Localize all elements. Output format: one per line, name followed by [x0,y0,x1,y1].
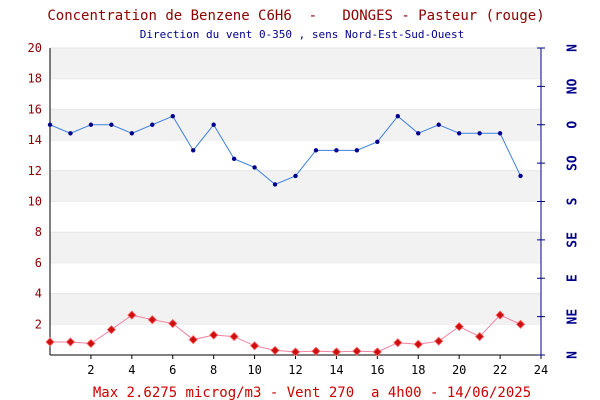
x-tick-label: 14 [329,363,343,377]
benzene-series-line [50,314,521,353]
benzene-point [45,337,55,347]
y-axis-ticks: 2 4 6 8 10 12 14 16 18 20 [28,41,42,331]
wind-point [211,122,216,127]
benzene-point [495,310,505,320]
wind-point [272,182,278,187]
benzene-point [372,347,382,357]
benzene-point [106,325,116,335]
x-tick-label: 20 [452,363,466,377]
wind-point [313,148,319,153]
x-tick-label: 16 [370,363,384,377]
x-tick-label: 10 [247,363,261,377]
benzene-point [270,345,280,355]
benzene-point [311,346,321,356]
wind-tick-label: SO [566,155,581,171]
wind-tick-label: SE [566,232,581,248]
y-tick-label: 8 [35,225,42,239]
benzene-point [393,338,403,348]
wind-point [150,122,155,127]
x-tick-label: 22 [493,363,507,377]
benzene-point [229,332,239,342]
x-tick-label: 8 [210,363,217,377]
chart-subtitle: Direction du vent 0-350 , sens Nord-Est-… [140,28,465,41]
wind-series-line [49,115,521,186]
grid-band [50,232,541,263]
benzene-point [475,332,485,342]
wind-axis-ticks: N NE E SE S SO O NO N [537,44,581,359]
y-tick-label: 14 [28,133,42,147]
chart-footer: Max 2.6275 microg/m3 - Vent 270 a 4h00 -… [93,385,531,400]
benzene-point [65,337,76,347]
chart-title: Concentration de Benzene C6H6 - DONGES -… [47,8,544,24]
x-tick-label: 2 [87,363,94,377]
wind-point [497,131,503,136]
y-tick-label: 18 [28,72,42,86]
x-axis-ticks: 2 4 6 8 10 12 14 16 18 20 22 24 [87,355,548,377]
y-tick-label: 20 [28,41,42,55]
x-tick-label: 12 [288,363,302,377]
wind-point [252,165,257,170]
background-bands [50,47,541,325]
wind-point [334,148,339,153]
wind-tick-label: O [566,121,581,129]
wind-point [354,148,360,153]
wind-point [191,148,196,153]
wind-point [109,122,114,127]
grid-band [50,109,541,141]
wind-point [47,122,53,127]
benzene-point [434,336,444,346]
y-tick-label: 6 [35,256,42,270]
x-tick-label: 6 [169,363,176,377]
benzene-point [290,347,301,357]
wind-tick-label: NO [566,78,581,94]
wind-point [416,131,421,136]
benzene-point [209,330,219,340]
grid-band [50,293,541,325]
wind-point [375,139,380,145]
x-tick-label: 24 [534,363,548,377]
series-layer [45,114,526,357]
benzene-point [413,339,423,349]
benzene-point [127,310,137,320]
y-tick-label: 12 [28,164,42,178]
wind-point [231,156,237,162]
wind-point [456,131,462,136]
wind-point [170,114,175,119]
y-tick-label: 4 [35,287,42,301]
wind-point [68,131,73,136]
wind-tick-label: N [566,44,581,52]
wind-point [436,122,441,127]
benzene-point [331,347,341,357]
wind-point [88,122,94,127]
y-tick-label: 2 [35,317,42,331]
benzene-point [86,338,96,349]
y-tick-label: 16 [28,102,42,116]
benzene-point [188,335,198,345]
wind-tick-label: N [566,351,581,359]
benzene-point [250,341,260,351]
x-tick-label: 18 [411,363,425,377]
benzene-point [515,319,526,329]
y-tick-label: 10 [28,195,42,209]
wind-point [293,173,298,179]
wind-point [477,131,482,136]
benzene-point [168,318,178,329]
wind-point [518,173,523,179]
wind-tick-label: S [566,197,581,205]
wind-point [395,114,400,119]
benzene-point [454,322,464,332]
benzene-point [147,315,157,325]
wind-point [129,131,135,136]
x-tick-label: 4 [128,363,135,377]
wind-tick-label: E [566,274,581,282]
grid-band [50,48,541,79]
wind-tick-label: NE [566,309,581,325]
benzene-point [352,346,362,356]
